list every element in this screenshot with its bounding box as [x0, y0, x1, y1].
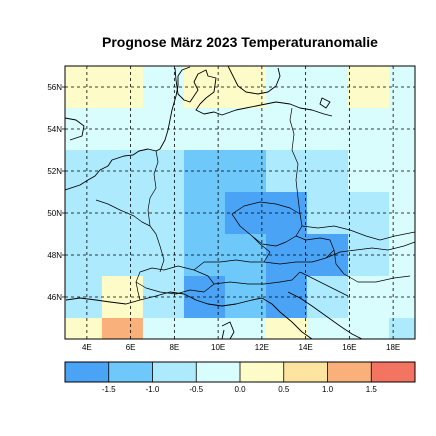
colorbar-swatch: [196, 362, 241, 382]
north-sea-coast: [65, 66, 191, 191]
border-sk: [325, 241, 415, 259]
border-nl-de: [149, 150, 159, 199]
longitude-tick-label: 14E: [299, 343, 313, 352]
sweden-coast: [227, 66, 281, 95]
border-hu: [333, 249, 411, 283]
border-fr-it: [135, 281, 141, 301]
longitude-tick-label: 10E: [211, 343, 225, 352]
country-borders: [95, 107, 415, 301]
corsica: [221, 321, 235, 339]
colorbar-label: -0.5: [189, 385, 203, 394]
latitude-tick-label: 52N: [47, 167, 62, 176]
page-title: Prognose März 2023 Temperaturanomalie: [102, 34, 378, 50]
colorbar-label: 1.0: [322, 385, 334, 394]
colorbar-label: -1.5: [102, 385, 116, 394]
island: [319, 97, 331, 109]
colorbar-swatch: [108, 362, 153, 382]
anomaly-cell: [101, 318, 144, 339]
border-de-cz: [231, 201, 303, 247]
anomaly-cell: [265, 318, 308, 339]
colorbar-swatch: [283, 362, 328, 382]
anomaly-cell: [183, 318, 226, 339]
colorbar-label: -1.0: [146, 385, 160, 394]
longitude-ticks: 4E 6E 8E 10E 12E 14E 16E 18E: [82, 343, 400, 352]
adriatic-coast: [261, 297, 313, 339]
latitude-tick-label: 50N: [47, 209, 62, 218]
longitude-tick-label: 16E: [342, 343, 356, 352]
gulf-coast-n: [65, 297, 141, 305]
english-coast: [65, 117, 85, 141]
baltic-coast: [203, 101, 333, 117]
anomaly-cell: [306, 318, 349, 339]
colorbar-swatches: [65, 362, 416, 382]
map-border: [64, 65, 416, 340]
anomaly-cell: [224, 318, 267, 339]
colorbar-outline: [64, 361, 416, 383]
longitude-tick-label: 4E: [82, 343, 92, 352]
colorbar-swatch: [240, 362, 285, 382]
border-si-hr: [299, 271, 349, 297]
colorbar-swatch: [65, 362, 110, 382]
longitude-tick-label: 6E: [126, 343, 136, 352]
adriatic-east: [287, 291, 363, 339]
ligurian-coast: [139, 291, 263, 307]
border-pl-cz: [301, 225, 415, 241]
coastlines: [65, 66, 363, 339]
latitude-tick-label: 54N: [47, 125, 62, 134]
border-be-de: [147, 197, 151, 227]
colorbar-label: 0.0: [234, 385, 246, 394]
border-be-fr: [95, 199, 151, 227]
colorbar-swatch: [152, 362, 197, 382]
longitude-tick-label: 12E: [255, 343, 269, 352]
denmark-coast: [174, 67, 217, 115]
longitude-tick-label: 8E: [169, 343, 179, 352]
longitude-tick-label: 18E: [386, 343, 400, 352]
border-fr-de: [149, 225, 165, 273]
border-de-at: [193, 235, 271, 271]
colorbar-label: 1.5: [366, 385, 378, 394]
anomaly-cell: [65, 318, 103, 339]
anomaly-cell: [142, 318, 185, 339]
border-at-it: [213, 271, 301, 285]
latitude-tick-label: 48N: [47, 251, 62, 260]
colorbar-swatch: [371, 362, 416, 382]
latitude-ticks: 46N 48N 50N 52N 54N 56N: [47, 83, 65, 302]
anomaly-cell: [348, 318, 390, 339]
anomaly-cell: [389, 318, 415, 339]
colorbar-labels: -1.5 -1.0 -0.5 0.0 0.5 1.0 1.5: [102, 385, 378, 394]
colorbar-swatch: [327, 362, 372, 382]
border-at-east: [263, 235, 335, 265]
latitude-tick-label: 56N: [47, 83, 62, 92]
latitude-tick-label: 46N: [47, 293, 62, 302]
border-de-pl: [289, 107, 301, 215]
border-ch: [135, 265, 215, 295]
colorbar-label: 0.5: [278, 385, 290, 394]
